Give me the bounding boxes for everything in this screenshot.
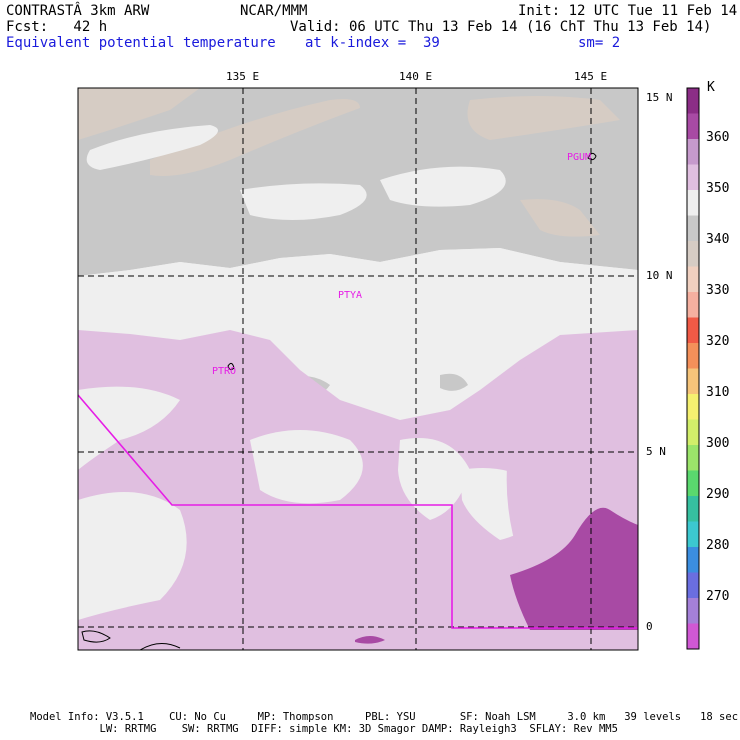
colorbar-tick-label: 330	[706, 283, 730, 298]
field-region-355-a	[86, 125, 219, 170]
colorbar-tick-label: 320	[706, 334, 730, 349]
colorbar-tick-label: 310	[706, 385, 730, 400]
colorbar-swatch	[687, 113, 699, 139]
colorbar-swatch	[687, 292, 699, 318]
model-title: CONTRASTÂ 3km ARW	[6, 3, 150, 19]
org-label: NCAR/MMM	[240, 3, 308, 19]
station-pgum: PGUM	[567, 152, 592, 163]
colorbar-swatch	[687, 445, 699, 471]
colorbar-unit: K	[707, 80, 715, 95]
colorbar-tick-label: 360	[706, 130, 730, 145]
colorbar-swatch	[687, 139, 699, 165]
colorbar-swatch	[687, 521, 699, 547]
colorbar-swatch	[687, 317, 699, 343]
station-ptya: PTYA	[338, 290, 363, 301]
field-region-345-d	[520, 199, 600, 237]
colorbar-tick-label: 300	[706, 436, 730, 451]
colorbar-swatch	[687, 419, 699, 445]
colorbar-swatch	[687, 547, 699, 573]
colorbar	[686, 87, 700, 650]
station-ptro: PTRO	[212, 366, 237, 377]
map-border	[77, 87, 639, 651]
field-region-355-c	[380, 166, 506, 207]
level-label: at k-index = 39	[305, 35, 440, 51]
init-time: Init: 12 UTC Tue 11 Feb 14	[518, 3, 738, 19]
colorbar-tick-label: 350	[706, 181, 730, 196]
footer-physics-info: LW: RRTMG SW: RRTMG DIFF: simple KM: 3D …	[30, 723, 618, 735]
field-name: Equivalent potential temperature	[6, 35, 276, 51]
colorbar-swatch	[687, 598, 699, 624]
lat-label-15: 15 N	[646, 91, 673, 104]
colorbar-swatch	[687, 215, 699, 241]
lat-label-5: 5 N	[646, 445, 666, 458]
colorbar-tick-label: 270	[706, 589, 730, 604]
colorbar-tick-label: 280	[706, 538, 730, 553]
field-region-375-b	[355, 636, 385, 644]
field-region-355-south-b	[78, 492, 187, 620]
field-region-345-a	[78, 88, 200, 140]
colorbar-swatch	[687, 241, 699, 267]
colorbar-swatch	[687, 623, 699, 649]
coastline-a	[81, 630, 111, 643]
field-region-350-patch-b	[440, 373, 468, 391]
colorbar-swatch	[687, 88, 699, 114]
colorbar-swatch	[687, 343, 699, 369]
coastline-palau	[227, 362, 235, 371]
field-region-365	[78, 330, 638, 650]
colorbar-swatch	[687, 470, 699, 496]
field-region-355-south-c	[250, 430, 363, 504]
colorbar-swatch	[687, 394, 699, 420]
lon-label-145: 145 E	[574, 70, 608, 83]
colorbar-swatch	[687, 266, 699, 292]
colorbar-tick-label: 290	[706, 487, 730, 502]
field-region-355-b	[240, 183, 367, 220]
field-region-375	[510, 507, 638, 630]
lat-label-0: 0	[646, 620, 653, 633]
colorbar-swatch	[687, 496, 699, 522]
field-region-345-c	[467, 96, 620, 140]
field-region-355-south-a	[78, 386, 180, 470]
lat-label-10: 10 N	[646, 269, 673, 282]
valid-time: Valid: 06 UTC Thu 13 Feb 14 (16 ChT Thu …	[290, 19, 712, 35]
smoothing-label: sm= 2	[578, 35, 621, 51]
coastline-b	[139, 643, 181, 651]
colorbar-border	[686, 87, 700, 650]
boundary-line	[77, 394, 638, 629]
colorbar-swatch	[687, 572, 699, 598]
forecast-hour: Fcst: 42 h	[6, 19, 108, 35]
lon-label-135: 135 E	[226, 70, 260, 83]
field-region-345-b	[150, 99, 360, 176]
coastline-guam	[587, 152, 597, 161]
colorbar-tick-label: 340	[706, 232, 730, 247]
lon-label-140: 140 E	[399, 70, 433, 83]
colorbar-swatch	[687, 164, 699, 190]
colorbar-swatch	[687, 368, 699, 394]
field-region-355-main	[78, 248, 638, 420]
colorbar-swatch	[687, 190, 699, 216]
footer-model-info: Model Info: V3.5.1 CU: No Cu MP: Thompso…	[30, 711, 739, 723]
